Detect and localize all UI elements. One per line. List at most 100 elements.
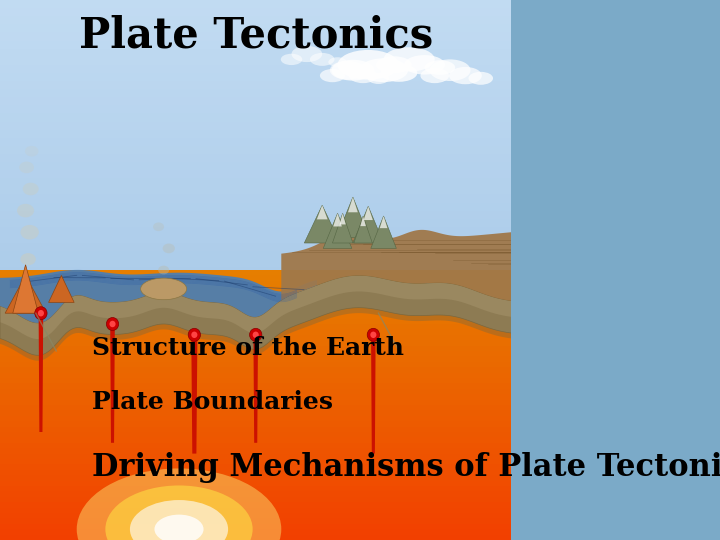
Bar <box>0 16 511 24</box>
Circle shape <box>370 332 377 338</box>
Bar <box>0 405 511 410</box>
Bar <box>0 146 511 154</box>
Ellipse shape <box>23 183 39 195</box>
Polygon shape <box>0 275 511 355</box>
Bar <box>0 0 511 8</box>
Polygon shape <box>253 335 258 443</box>
Bar <box>0 518 511 524</box>
Polygon shape <box>13 265 38 313</box>
Bar <box>0 448 511 454</box>
Circle shape <box>109 321 116 327</box>
Ellipse shape <box>292 46 323 62</box>
Bar <box>0 138 511 146</box>
Polygon shape <box>5 275 46 313</box>
Bar <box>0 508 511 513</box>
Bar <box>0 57 511 65</box>
Circle shape <box>35 307 47 320</box>
Bar <box>0 40 511 49</box>
Bar <box>0 24 511 32</box>
Polygon shape <box>371 335 376 454</box>
Bar <box>0 432 511 437</box>
Bar <box>0 346 511 351</box>
Bar <box>0 270 511 275</box>
Bar <box>0 211 511 219</box>
Bar <box>0 292 511 300</box>
Bar <box>0 300 511 308</box>
Bar <box>0 202 511 211</box>
Bar <box>0 73 511 81</box>
Bar <box>0 475 511 481</box>
Polygon shape <box>333 213 353 243</box>
Bar <box>0 281 511 286</box>
Bar <box>0 251 511 259</box>
Ellipse shape <box>430 59 471 81</box>
Bar <box>0 324 511 329</box>
Bar <box>0 329 511 335</box>
Bar <box>0 170 511 178</box>
Bar <box>0 394 511 400</box>
Text: Plate Boundaries: Plate Boundaries <box>92 390 333 414</box>
Ellipse shape <box>331 60 374 80</box>
Bar <box>0 219 511 227</box>
Bar <box>0 113 511 122</box>
Polygon shape <box>110 324 114 443</box>
Ellipse shape <box>130 500 228 540</box>
Bar <box>0 410 511 416</box>
Ellipse shape <box>420 68 449 83</box>
Bar <box>0 383 511 389</box>
Circle shape <box>367 328 379 341</box>
Ellipse shape <box>77 468 282 540</box>
Bar <box>0 194 511 202</box>
Polygon shape <box>371 216 397 248</box>
Bar <box>0 464 511 470</box>
Polygon shape <box>348 197 358 212</box>
Bar <box>0 389 511 394</box>
Polygon shape <box>282 230 511 301</box>
Bar <box>0 267 511 275</box>
Bar <box>0 243 511 251</box>
Bar <box>0 437 511 443</box>
Bar <box>0 416 511 421</box>
Ellipse shape <box>20 225 39 240</box>
Polygon shape <box>317 205 328 219</box>
Circle shape <box>192 332 197 338</box>
Ellipse shape <box>425 60 455 75</box>
Circle shape <box>38 310 44 316</box>
Text: Plate Tectonics: Plate Tectonics <box>78 14 433 56</box>
Polygon shape <box>333 213 342 226</box>
Bar <box>0 486 511 491</box>
Ellipse shape <box>105 485 253 540</box>
Bar <box>0 427 511 432</box>
Bar <box>0 367 511 373</box>
Bar <box>0 292 511 297</box>
Ellipse shape <box>140 278 186 300</box>
Bar <box>0 178 511 186</box>
Bar <box>0 378 511 383</box>
Bar <box>0 362 511 367</box>
Polygon shape <box>48 275 74 302</box>
Circle shape <box>250 328 262 341</box>
Bar <box>0 400 511 405</box>
Ellipse shape <box>25 146 38 157</box>
Bar <box>0 481 511 486</box>
Polygon shape <box>0 292 511 361</box>
Ellipse shape <box>158 266 169 274</box>
Ellipse shape <box>330 60 366 79</box>
Bar <box>0 491 511 497</box>
Bar <box>0 356 511 362</box>
Bar <box>0 470 511 475</box>
Bar <box>0 421 511 427</box>
Polygon shape <box>353 206 384 243</box>
Polygon shape <box>0 270 317 323</box>
Ellipse shape <box>380 64 418 82</box>
Bar <box>0 502 511 508</box>
Bar <box>0 89 511 97</box>
Ellipse shape <box>384 47 435 71</box>
Bar <box>0 351 511 356</box>
Polygon shape <box>360 216 366 226</box>
Bar <box>0 105 511 113</box>
Ellipse shape <box>320 69 345 82</box>
Polygon shape <box>323 213 352 248</box>
Polygon shape <box>305 205 340 243</box>
Bar <box>0 373 511 378</box>
